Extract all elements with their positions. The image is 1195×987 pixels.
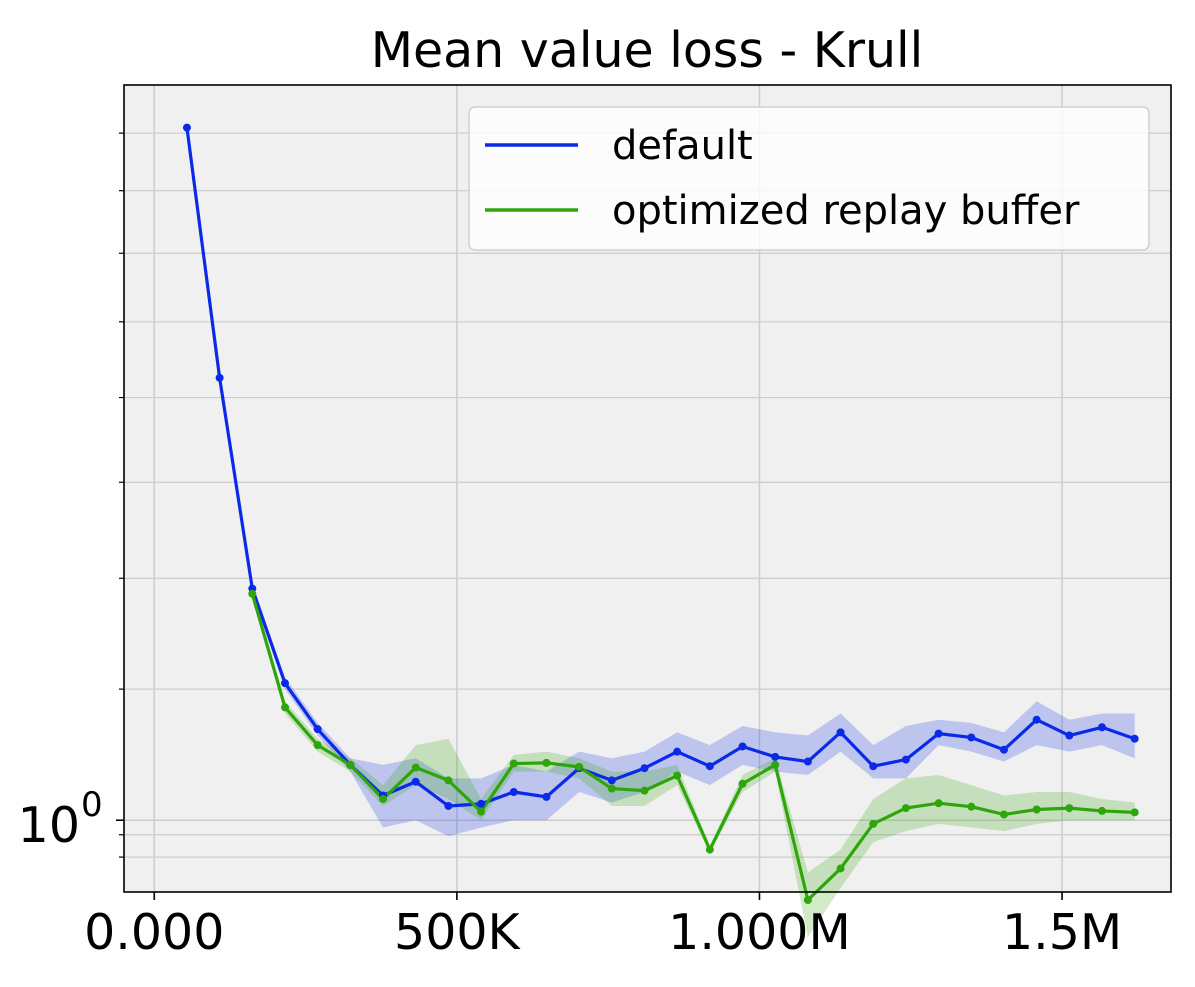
point-default	[1098, 723, 1107, 732]
x-tick-label: 0.000	[84, 904, 224, 961]
point-default	[444, 801, 453, 810]
point-optimized-replay-buffer	[509, 759, 518, 768]
point-default	[1065, 731, 1074, 740]
x-tick-label: 500K	[394, 904, 522, 961]
point-default	[771, 752, 780, 761]
point-optimized-replay-buffer	[1130, 808, 1139, 817]
point-optimized-replay-buffer	[280, 703, 289, 712]
point-optimized-replay-buffer	[1032, 805, 1041, 814]
point-default	[607, 776, 616, 785]
point-default	[738, 742, 747, 751]
point-default	[509, 788, 518, 797]
chart-title: Mean value loss - Krull	[371, 22, 924, 79]
y-axis: 10 0	[18, 132, 124, 858]
point-optimized-replay-buffer	[640, 786, 649, 795]
point-optimized-replay-buffer	[411, 763, 420, 772]
point-optimized-replay-buffer	[607, 784, 616, 793]
series-points	[182, 123, 1139, 904]
point-default	[999, 745, 1008, 754]
point-optimized-replay-buffer	[934, 799, 943, 808]
series-lines	[185, 127, 1136, 902]
point-default	[934, 729, 943, 738]
y-tick-label-exponent: 0	[81, 785, 103, 825]
point-default	[542, 792, 551, 801]
point-optimized-replay-buffer	[1065, 804, 1074, 813]
point-optimized-replay-buffer	[901, 804, 910, 813]
point-optimized-replay-buffer	[738, 779, 747, 788]
line-default	[185, 127, 1136, 808]
point-optimized-replay-buffer	[869, 819, 878, 828]
point-optimized-replay-buffer	[444, 776, 453, 785]
x-tick-label: 1.000M	[668, 904, 851, 961]
confidence-bands	[186, 127, 1135, 938]
point-default	[836, 728, 845, 737]
point-default	[673, 747, 682, 756]
point-default	[640, 764, 649, 773]
point-default	[313, 725, 322, 734]
point-default	[705, 762, 714, 771]
point-default	[411, 777, 420, 786]
point-default	[967, 733, 976, 742]
legend-label: default	[612, 123, 753, 169]
point-default	[869, 762, 878, 771]
point-default	[182, 123, 191, 132]
point-optimized-replay-buffer	[836, 864, 845, 873]
point-optimized-replay-buffer	[771, 760, 780, 769]
x-tick-label: 1.5M	[1002, 904, 1122, 961]
point-default	[280, 679, 289, 688]
point-optimized-replay-buffer	[673, 771, 682, 780]
point-default	[1130, 734, 1139, 743]
y-tick-label-base: 10	[18, 797, 80, 854]
point-default	[901, 755, 910, 764]
legend-box	[468, 106, 1150, 251]
point-optimized-replay-buffer	[999, 810, 1008, 819]
point-optimized-replay-buffer	[346, 760, 355, 769]
point-default	[215, 373, 224, 382]
point-optimized-replay-buffer	[803, 895, 812, 904]
point-optimized-replay-buffer	[967, 802, 976, 811]
x-axis: 0.000 500K 1.000M 1.5M	[84, 892, 1122, 961]
point-optimized-replay-buffer	[477, 807, 486, 816]
band-optimized-replay-buffer	[252, 588, 1135, 938]
point-optimized-replay-buffer	[705, 845, 714, 854]
plot-frame	[123, 84, 1172, 893]
point-default	[477, 799, 486, 808]
point-optimized-replay-buffer	[379, 794, 388, 803]
point-optimized-replay-buffer	[575, 762, 584, 771]
point-default	[1032, 715, 1041, 724]
legend: default optimized replay buffer	[468, 106, 1150, 251]
point-optimized-replay-buffer	[313, 741, 322, 750]
point-optimized-replay-buffer	[248, 589, 257, 598]
legend-label: optimized replay buffer	[612, 188, 1080, 234]
point-optimized-replay-buffer	[542, 758, 551, 767]
point-default	[803, 757, 812, 766]
line-optimized-replay-buffer	[250, 593, 1135, 902]
point-optimized-replay-buffer	[1098, 806, 1107, 815]
